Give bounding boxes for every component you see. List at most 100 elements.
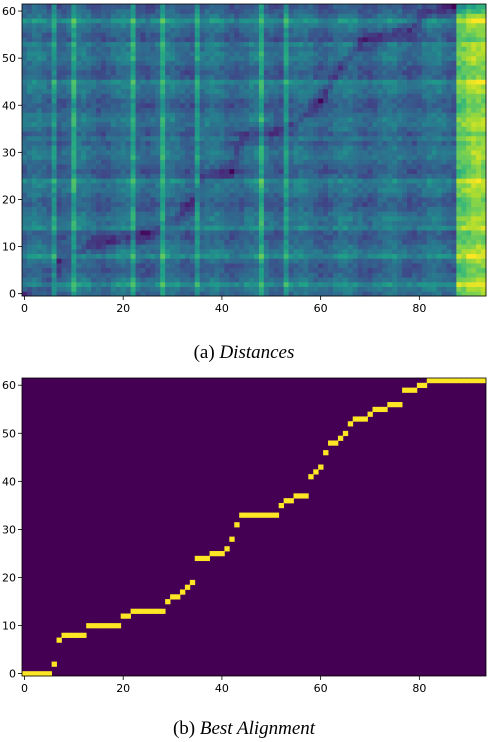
heatmap-cell [308, 8, 314, 14]
heatmap-cell [323, 140, 329, 146]
heatmap-cell [224, 55, 230, 61]
heatmap-cell [318, 258, 324, 264]
heatmap-cell [229, 65, 235, 71]
heatmap-cell [91, 46, 97, 52]
heatmap-cell [308, 211, 314, 217]
heatmap-cell [411, 22, 418, 28]
heatmap-cell [273, 27, 280, 33]
heatmap-cell [115, 84, 122, 90]
heatmap-cell [407, 168, 413, 174]
heatmap-cell [145, 27, 151, 33]
heatmap-cell [273, 102, 280, 109]
heatmap-cell [145, 8, 151, 14]
heatmap-cell [204, 51, 210, 57]
heatmap-cell [86, 27, 92, 33]
heatmap-cell [214, 178, 220, 184]
heatmap-cell [31, 206, 38, 212]
heatmap-cell [179, 215, 186, 222]
heatmap-cell [170, 192, 176, 198]
heatmap-cell [125, 244, 131, 250]
heatmap-cell [293, 281, 299, 287]
heatmap-cell [194, 178, 201, 184]
heatmap-cell [362, 36, 368, 43]
heatmap-cell [61, 272, 67, 278]
heatmap-cell [249, 230, 255, 236]
heatmap-cell [407, 74, 413, 80]
heatmap-cell [323, 79, 329, 85]
heatmap-cell [263, 211, 270, 217]
heatmap-cell [81, 220, 87, 226]
heatmap-cell [342, 135, 349, 141]
heatmap-cell [337, 22, 344, 28]
heatmap-cell [175, 8, 181, 14]
heatmap-cell [214, 263, 220, 269]
heatmap-cell [347, 131, 354, 137]
heatmap-cell [352, 55, 359, 61]
heatmap-cell [209, 267, 215, 273]
heatmap-cell [313, 197, 319, 203]
heatmap-cell [249, 117, 255, 123]
heatmap-cell [397, 84, 403, 90]
heatmap-cell [46, 4, 53, 10]
heatmap-cell [145, 135, 151, 141]
heatmap-cell [61, 201, 67, 207]
heatmap-cell [397, 253, 403, 259]
heatmap-cell [46, 211, 53, 217]
heatmap-cell [100, 126, 107, 132]
heatmap-cell [357, 211, 363, 217]
heatmap-cell [214, 150, 220, 156]
heatmap-cell [51, 211, 57, 217]
heatmap-cell [209, 281, 215, 287]
heatmap-cell [26, 267, 33, 273]
heatmap-cell [416, 258, 423, 264]
heatmap-cell [337, 159, 344, 165]
heatmap-cell [189, 98, 196, 104]
heatmap-cell [347, 258, 354, 264]
heatmap-cell [91, 140, 97, 146]
heatmap-cell [342, 74, 349, 80]
heatmap-cell [357, 8, 363, 14]
heatmap-cell [189, 248, 196, 255]
heatmap-cell [254, 244, 260, 250]
heatmap-cell [377, 239, 383, 245]
heatmap-cell [41, 98, 48, 104]
heatmap-cell [22, 51, 28, 57]
heatmap-cell [407, 215, 413, 222]
heatmap-cell [337, 4, 344, 10]
heatmap-cell [214, 145, 220, 151]
heatmap-cell [150, 239, 156, 245]
heatmap-cell [120, 258, 127, 264]
heatmap-cell [357, 239, 363, 245]
heatmap-cell [130, 32, 136, 38]
heatmap-cell [125, 248, 131, 255]
heatmap-cell [100, 272, 107, 278]
heatmap-cell [150, 187, 156, 193]
heatmap-cell [120, 154, 127, 160]
heatmap-cell [278, 286, 285, 292]
heatmap-cell [328, 140, 334, 146]
heatmap-cell [160, 22, 166, 28]
heatmap-cell [155, 248, 161, 255]
heatmap-cell [293, 201, 299, 207]
heatmap-cell [184, 65, 191, 71]
heatmap-cell [31, 248, 38, 255]
heatmap-cell [160, 69, 166, 76]
heatmap-cell [51, 154, 57, 160]
heatmap-cell [46, 173, 53, 179]
heatmap-cell [278, 121, 285, 127]
heatmap-cell [125, 60, 131, 66]
heatmap-cell [66, 27, 72, 33]
heatmap-cell [100, 150, 107, 156]
heatmap-cell [392, 93, 398, 99]
heatmap-cell [372, 272, 378, 278]
heatmap-cell [100, 164, 107, 170]
heatmap-cell [402, 117, 408, 123]
heatmap-cell [110, 206, 117, 212]
heatmap-cell [105, 272, 112, 278]
heatmap-cell [36, 102, 43, 109]
heatmap-cell [135, 281, 141, 287]
heatmap-cell [407, 69, 413, 76]
heatmap-cell [219, 286, 225, 292]
heatmap-cell [194, 291, 201, 297]
heatmap-cell [263, 98, 270, 104]
